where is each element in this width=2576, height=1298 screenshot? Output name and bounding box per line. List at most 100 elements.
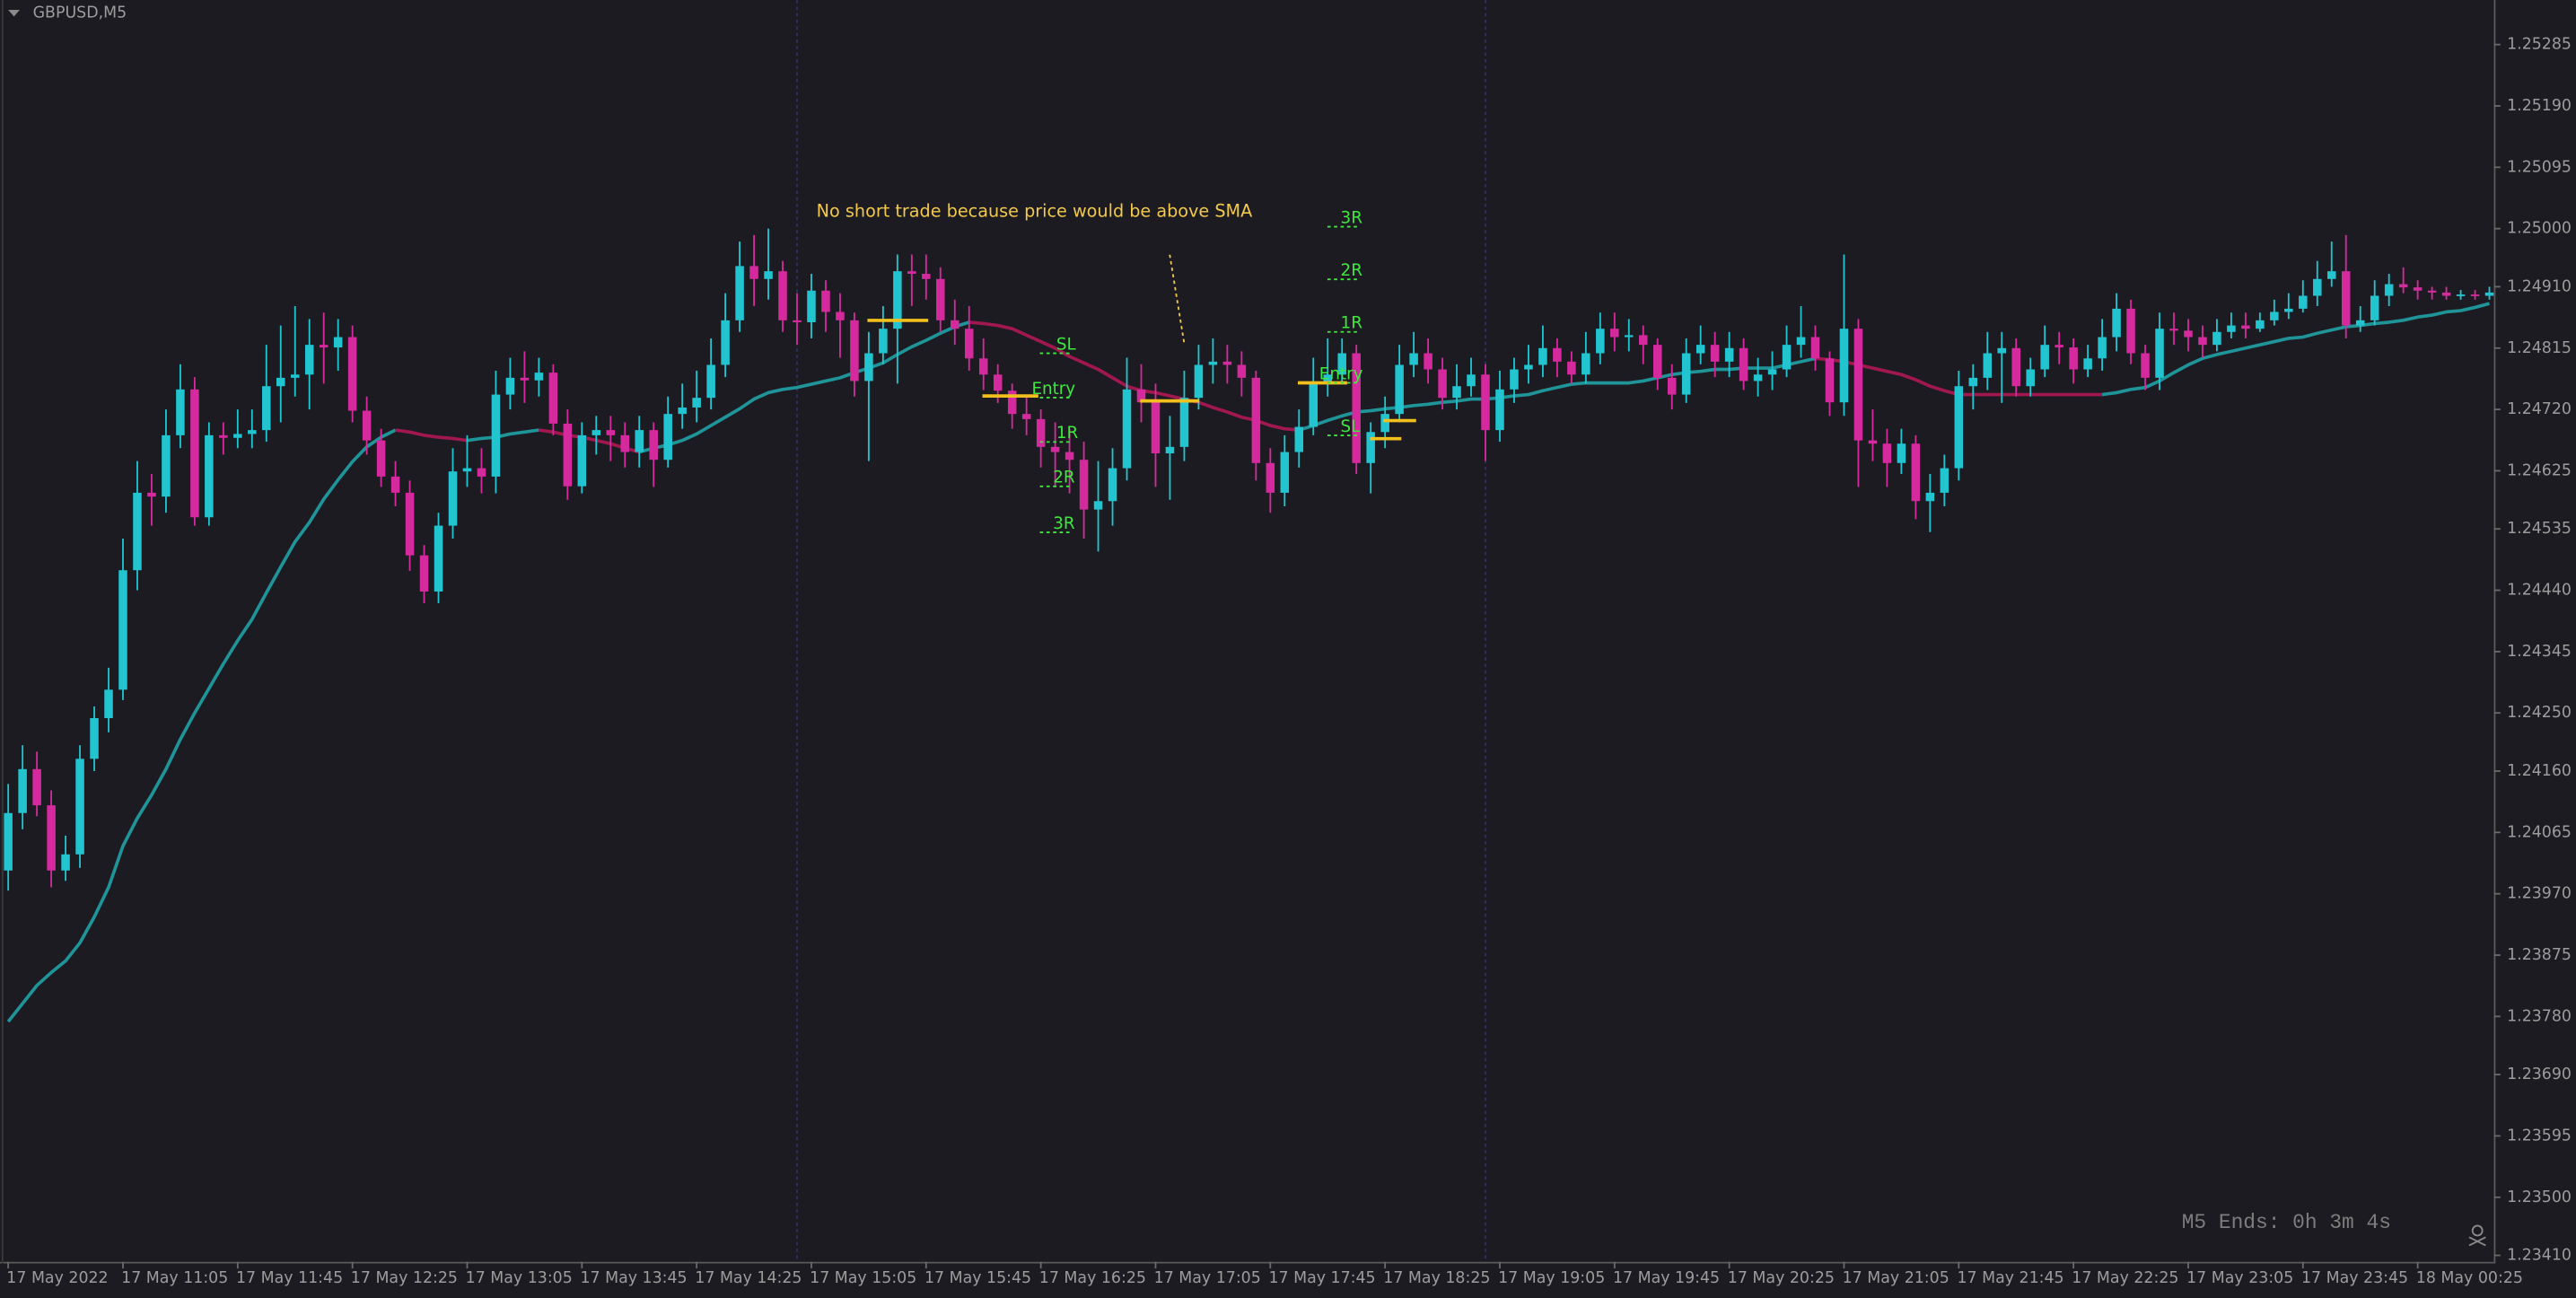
y-tick-label: 1.24160: [2507, 762, 2572, 780]
x-tick-label: 17 May 12:25: [351, 1269, 458, 1287]
sma-line: [467, 428, 539, 443]
candle-body: [1208, 361, 1218, 365]
level-label: SL: [1056, 335, 1077, 354]
candle-body: [2098, 337, 2107, 359]
candle-body: [893, 271, 902, 329]
candle-body: [721, 320, 730, 365]
candle-body: [1194, 364, 1204, 399]
candle-body: [993, 374, 1003, 391]
y-tick-label: 1.23970: [2507, 885, 2572, 903]
sma-line: [638, 320, 970, 454]
candle-body: [2227, 325, 2236, 332]
x-tick-label: 17 May 16:25: [1039, 1269, 1146, 1287]
x-tick-label: 17 May 17:45: [1268, 1269, 1375, 1287]
candle-body: [1495, 389, 1504, 431]
candle-body: [2398, 284, 2408, 288]
candle-body: [1825, 358, 1835, 403]
level-label: 3R: [1341, 208, 1363, 227]
symbol-menu-arrow[interactable]: [8, 9, 20, 17]
candle-body: [2212, 331, 2221, 346]
candle-body: [2055, 345, 2063, 348]
candle-body: [2484, 292, 2494, 296]
candle-body: [591, 430, 601, 435]
candle-body: [563, 423, 573, 487]
candle-body: [1524, 364, 1533, 370]
y-tick-label: 1.24065: [2507, 823, 2572, 841]
candle-body: [477, 468, 486, 477]
candle-body: [1997, 347, 2006, 354]
candle-body: [505, 377, 515, 395]
candle-body: [2026, 369, 2035, 387]
candle-body: [1983, 353, 1993, 378]
candle-body: [176, 389, 185, 435]
candle-body: [2040, 345, 2049, 370]
candle-body: [1050, 446, 1060, 452]
y-tick-label: 1.23410: [2507, 1247, 2572, 1265]
candle-body: [1280, 452, 1290, 493]
candle-body: [850, 320, 859, 382]
candle-body: [964, 329, 974, 359]
y-tick-label: 1.23595: [2507, 1127, 2572, 1145]
candle-body: [1897, 443, 1906, 463]
candle-body: [1753, 374, 1763, 382]
candle-body: [1337, 353, 1346, 375]
candle-body: [821, 290, 830, 312]
candle-body: [262, 386, 271, 431]
candle-body: [1380, 414, 1389, 433]
x-tick-label: 17 May 17:05: [1154, 1269, 1261, 1287]
candle-body: [233, 434, 242, 438]
x-tick-label: 17 May 22:25: [2072, 1269, 2178, 1287]
y-tick-label: 1.24345: [2507, 643, 2572, 661]
candle-body: [735, 266, 744, 320]
candle-body: [1596, 329, 1605, 354]
candle-body: [2083, 358, 2092, 370]
candle-body: [793, 320, 802, 322]
candle-body: [376, 440, 386, 477]
candle-body: [2313, 278, 2322, 296]
candle-body: [2011, 347, 2020, 387]
candle-body: [290, 374, 300, 378]
candle-body: [1251, 377, 1261, 463]
x-tick-label: 17 May 21:05: [1843, 1269, 1950, 1287]
candle-body: [2299, 295, 2308, 309]
candle-body: [706, 364, 715, 399]
candle-body: [2370, 295, 2379, 320]
level-label: 2R: [1341, 261, 1363, 280]
level-label: 1R: [1056, 424, 1079, 443]
candle-body: [620, 434, 630, 452]
sma-line: [395, 428, 468, 443]
candle-body: [448, 471, 458, 526]
candle-body: [907, 271, 916, 275]
candle-body: [2384, 284, 2394, 296]
candle-body: [491, 394, 501, 477]
annotation-note: No short trade because price would be ab…: [817, 201, 1253, 222]
candle-body: [2441, 292, 2451, 296]
candle-body: [1007, 390, 1017, 415]
candle-body: [2456, 294, 2466, 296]
candle-body: [1151, 402, 1161, 454]
candle-body: [649, 430, 658, 460]
candle-body: [879, 329, 888, 354]
level-label: SL: [1341, 417, 1362, 436]
candle-body: [1136, 389, 1146, 403]
candle-body: [836, 311, 845, 320]
candle-body: [2184, 330, 2193, 338]
candle-body: [162, 434, 171, 497]
candle-body: [4, 812, 13, 871]
candle-body: [922, 274, 931, 279]
candle-body: [1093, 501, 1103, 510]
candle-body: [1582, 353, 1590, 375]
candle-body: [1409, 353, 1418, 365]
candle-body: [2270, 311, 2279, 320]
candle-body: [1940, 468, 1950, 493]
y-tick-label: 1.24535: [2507, 520, 2572, 538]
candle-body: [1868, 440, 1878, 444]
candle-body: [1452, 386, 1461, 399]
candle-body: [304, 345, 314, 375]
candle-body: [1222, 361, 1232, 365]
candle-body: [419, 555, 429, 592]
candle-body: [606, 430, 616, 435]
candle-body: [2169, 329, 2178, 331]
y-tick-label: 1.24250: [2507, 704, 2572, 722]
